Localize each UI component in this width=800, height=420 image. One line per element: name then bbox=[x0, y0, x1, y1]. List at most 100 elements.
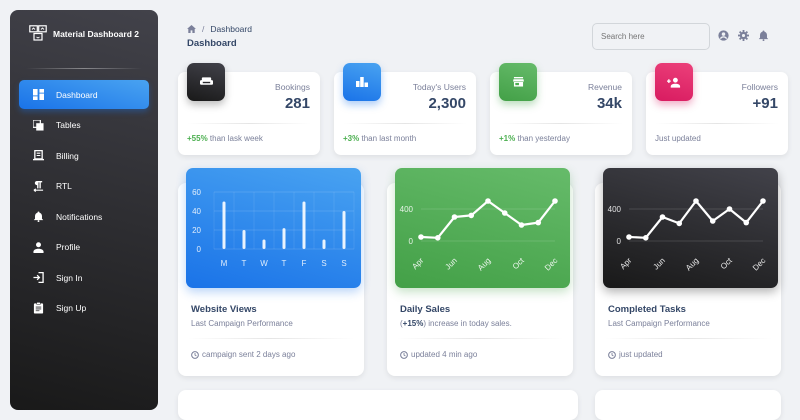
svg-text:M: M bbox=[221, 259, 228, 268]
stat-card-todays-users: Today's Users 2,300 +3% than last month bbox=[334, 63, 476, 155]
sidebar-item-sign-in[interactable]: Sign In bbox=[19, 263, 149, 292]
line-chart-canvas: 0 400 Apr Jun Aug Oct Dec bbox=[608, 198, 767, 272]
stat-footer: +3% than last month bbox=[343, 134, 416, 143]
schedule-icon bbox=[191, 350, 199, 359]
daily-sales-chart: 0 400 Apr Jun Aug Oct Dec bbox=[395, 168, 570, 288]
divider bbox=[396, 338, 564, 339]
svg-text:Oct: Oct bbox=[511, 256, 527, 272]
stat-change: +1% bbox=[499, 134, 516, 143]
svg-text:Oct: Oct bbox=[719, 256, 735, 272]
table-view-icon bbox=[31, 119, 45, 131]
chart-footer: just updated bbox=[608, 350, 663, 359]
brand-name: Material Dashboard 2 bbox=[53, 29, 139, 39]
header-actions bbox=[718, 30, 769, 41]
svg-text:Jun: Jun bbox=[443, 256, 458, 271]
sidebar-item-label: Tables bbox=[56, 120, 81, 130]
account-circle-icon[interactable] bbox=[718, 30, 729, 41]
stat-value: 2,300 bbox=[428, 95, 466, 112]
stat-icon-box bbox=[655, 63, 693, 101]
svg-text:Apr: Apr bbox=[618, 256, 633, 271]
stat-footer-text: than lask week bbox=[209, 134, 263, 143]
leaderboard-icon bbox=[356, 77, 368, 87]
brand-logo-icon bbox=[29, 25, 47, 41]
sidebar-item-label: Sign Up bbox=[56, 303, 87, 313]
divider bbox=[187, 123, 311, 124]
svg-text:W: W bbox=[260, 259, 268, 268]
stat-value: 281 bbox=[284, 95, 310, 112]
sidebar-nav: Dashboard Tables Billing RTL Notificatio… bbox=[10, 80, 158, 323]
login-icon bbox=[31, 272, 45, 283]
sidebar-item-label: RTL bbox=[56, 181, 72, 191]
stat-card-bookings: Bookings 281 +55% than lask week bbox=[178, 63, 320, 155]
svg-text:0: 0 bbox=[197, 245, 202, 254]
svg-text:20: 20 bbox=[192, 226, 201, 235]
bar-chart-canvas: 0 20 40 60 M T W T F S S bbox=[192, 188, 355, 268]
breadcrumb-current[interactable]: Dashboard bbox=[210, 24, 252, 34]
chart-subtitle: Last Campaign Performance bbox=[191, 319, 293, 328]
bottom-card-right bbox=[595, 390, 781, 420]
chart-subtitle: Last Campaign Performance bbox=[608, 319, 710, 328]
stat-label: Followers bbox=[741, 82, 778, 92]
person-icon bbox=[31, 241, 45, 253]
sidebar-item-notifications[interactable]: Notifications bbox=[19, 202, 149, 231]
chart-footer-text: just updated bbox=[619, 350, 663, 359]
sidebar-item-billing[interactable]: Billing bbox=[19, 141, 149, 170]
svg-text:T: T bbox=[282, 259, 287, 268]
svg-text:F: F bbox=[302, 259, 307, 268]
stat-footer-text: than last month bbox=[361, 134, 417, 143]
line-chart-canvas: 0 400 Apr Jun Aug Oct Dec bbox=[400, 198, 559, 272]
stat-change: +55% bbox=[187, 134, 208, 143]
sidebar-item-tables[interactable]: Tables bbox=[19, 111, 149, 140]
svg-text:Aug: Aug bbox=[684, 256, 700, 272]
store-icon bbox=[512, 77, 524, 87]
assignment-icon bbox=[31, 302, 45, 314]
dashboard-icon bbox=[31, 89, 45, 100]
schedule-icon bbox=[608, 350, 616, 359]
divider bbox=[604, 338, 772, 339]
svg-text:Apr: Apr bbox=[410, 256, 425, 271]
chart-footer-text: campaign sent 2 days ago bbox=[202, 350, 296, 359]
bottom-card-left bbox=[178, 390, 578, 420]
stat-icon-box bbox=[499, 63, 537, 101]
weekend-icon bbox=[199, 77, 213, 85]
stat-value: 34k bbox=[596, 95, 622, 112]
notifications-icon[interactable] bbox=[758, 30, 769, 41]
sidebar-item-label: Sign In bbox=[56, 272, 83, 283]
svg-text:400: 400 bbox=[400, 205, 414, 214]
svg-text:0: 0 bbox=[617, 237, 622, 246]
stat-footer: +55% than lask week bbox=[187, 134, 263, 143]
page-title: Dashboard bbox=[187, 38, 237, 49]
chart-footer: campaign sent 2 days ago bbox=[191, 350, 295, 359]
svg-text:60: 60 bbox=[192, 188, 201, 197]
sidebar-item-sign-up[interactable]: Sign Up bbox=[19, 294, 149, 323]
divider bbox=[187, 338, 355, 339]
sidebar-item-label: Notifications bbox=[56, 211, 103, 222]
svg-text:Aug: Aug bbox=[476, 256, 492, 272]
format-textdirection-r-to-l-icon bbox=[31, 180, 45, 192]
breadcrumb: / Dashboard bbox=[187, 24, 252, 34]
stat-card-followers: Followers +91 Just updated bbox=[646, 63, 788, 155]
sidebar-item-rtl[interactable]: RTL bbox=[19, 172, 149, 201]
chart-card-daily-sales: 0 400 Apr Jun Aug Oct Dec Daily Sales (+15%) i… bbox=[387, 168, 573, 376]
brand[interactable]: Material Dashboard 2 bbox=[10, 10, 158, 56]
stat-icon-box bbox=[187, 63, 225, 101]
sidebar-item-dashboard[interactable]: Dashboard bbox=[19, 80, 149, 109]
person-add-icon bbox=[667, 77, 681, 88]
sidebar: Material Dashboard 2 Dashboard Tables Bi… bbox=[10, 10, 158, 410]
stat-card-revenue: Revenue 34k +1% than yesterday bbox=[490, 63, 632, 155]
divider bbox=[26, 68, 142, 69]
svg-text:T: T bbox=[242, 259, 247, 268]
search-input[interactable] bbox=[592, 23, 710, 50]
svg-text:Jun: Jun bbox=[651, 256, 666, 271]
chart-footer-text: updated 4 min ago bbox=[411, 350, 478, 359]
sidebar-item-profile[interactable]: Profile bbox=[19, 233, 149, 262]
receipt-icon bbox=[31, 150, 45, 161]
stat-value: +91 bbox=[752, 95, 778, 112]
svg-text:40: 40 bbox=[192, 207, 201, 216]
svg-text:Dec: Dec bbox=[543, 256, 559, 272]
main-content: / Dashboard Dashboard Bookings 281 +55% … bbox=[170, 0, 800, 420]
stat-footer-text: than yesterday bbox=[517, 134, 570, 143]
stat-label: Revenue bbox=[587, 82, 622, 92]
home-icon[interactable] bbox=[187, 25, 196, 33]
settings-icon[interactable] bbox=[738, 30, 749, 41]
